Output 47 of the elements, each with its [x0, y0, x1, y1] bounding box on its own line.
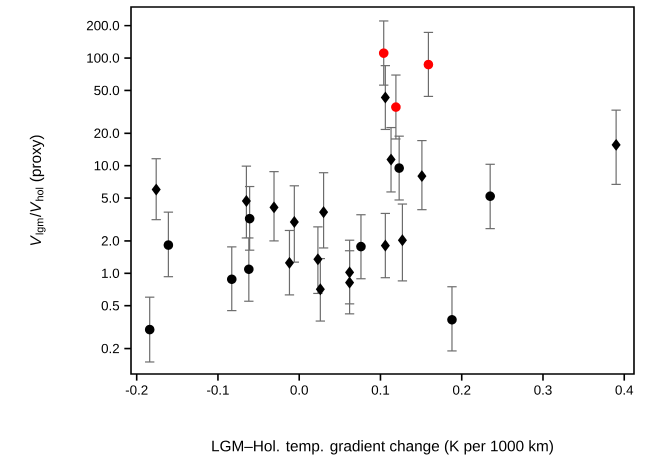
y-tick-label: 20.0	[94, 128, 120, 138]
y-tick-label: 1.0	[102, 268, 120, 278]
point	[417, 170, 426, 182]
point	[152, 184, 161, 196]
x-tick-label: 0.1	[372, 385, 390, 395]
point	[284, 256, 294, 269]
point	[378, 48, 389, 58]
x-tick-label: -0.2	[126, 385, 148, 395]
y-tick-label: 100.0	[87, 53, 120, 63]
point	[226, 274, 237, 284]
point	[313, 253, 322, 266]
point	[612, 139, 621, 151]
point	[290, 216, 299, 228]
x-tick-label: -0.1	[207, 385, 229, 395]
x-tick-label: 0.4	[616, 385, 634, 395]
point	[319, 206, 328, 218]
point	[356, 242, 366, 252]
y-tick-label: 10.0	[94, 160, 120, 170]
point	[485, 191, 495, 202]
y-tick-label: 5.0	[102, 193, 120, 203]
point	[244, 214, 254, 224]
point	[345, 276, 354, 288]
y-tick-label: 50.0	[94, 86, 120, 96]
point	[424, 60, 434, 70]
y-tick-label: 0.2	[102, 344, 119, 354]
point	[386, 154, 396, 166]
y-tick-label: 0.5	[102, 300, 120, 310]
point	[244, 264, 254, 274]
point	[380, 92, 390, 104]
x-tick-label: 0.0	[290, 385, 308, 395]
y-tick-label: 2.0	[102, 236, 120, 246]
point	[394, 163, 404, 173]
point	[345, 266, 354, 278]
x-tick-label: 0.3	[534, 385, 552, 395]
point	[270, 201, 278, 214]
point	[398, 234, 407, 246]
point	[447, 314, 457, 325]
x-tick-label: 0.2	[452, 385, 470, 395]
point	[242, 195, 251, 207]
point	[316, 283, 325, 296]
point	[144, 324, 154, 334]
point	[391, 102, 401, 112]
point	[164, 240, 174, 250]
x-axis-title: LGM–Hol. temp. gradient change (K per 1000 km)	[212, 440, 553, 454]
y-tick-label: 200.0	[86, 20, 120, 30]
point	[380, 240, 390, 252]
y-axis-title: V$_{lgm}$/V$_{hol}$ (proxy)	[30, 135, 46, 246]
